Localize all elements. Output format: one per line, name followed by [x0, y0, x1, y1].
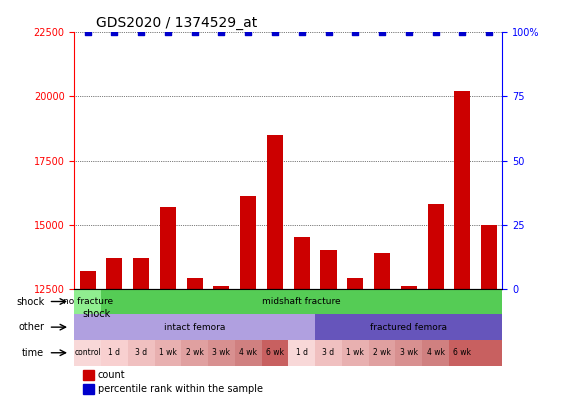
Text: GDS2020 / 1374529_at: GDS2020 / 1374529_at — [96, 16, 257, 30]
Text: no fracture: no fracture — [63, 297, 112, 306]
Bar — [428, 204, 444, 289]
Bar — [106, 258, 122, 289]
Point — [136, 29, 146, 36]
Point — [190, 29, 199, 36]
Point — [163, 29, 172, 36]
Bar — [74, 314, 315, 340]
Point — [271, 29, 280, 36]
Text: 6 wk: 6 wk — [453, 348, 471, 357]
Bar — [401, 286, 417, 289]
Text: 1 d: 1 d — [108, 348, 120, 357]
Point — [377, 29, 387, 36]
Text: percentile rank within the sample: percentile rank within the sample — [98, 384, 263, 394]
Bar — [320, 250, 336, 289]
Bar — [128, 340, 155, 366]
Bar — [262, 340, 288, 366]
Bar — [74, 340, 101, 366]
Bar — [155, 340, 182, 366]
Text: count: count — [98, 370, 126, 380]
Text: 2 wk: 2 wk — [186, 348, 204, 357]
Point — [458, 29, 467, 36]
Text: 1 wk: 1 wk — [159, 348, 177, 357]
Text: midshaft fracture: midshaft fracture — [263, 297, 341, 306]
Bar — [288, 340, 315, 366]
Bar — [374, 253, 390, 289]
Bar — [133, 258, 149, 289]
Text: 3 wk: 3 wk — [212, 348, 231, 357]
Point — [485, 29, 494, 36]
Bar — [235, 340, 262, 366]
Text: 2 wk: 2 wk — [373, 348, 391, 357]
Text: fractured femora: fractured femora — [371, 323, 447, 332]
Text: other: other — [18, 322, 45, 332]
Bar — [422, 340, 449, 366]
Point — [244, 29, 253, 36]
Bar — [476, 340, 502, 366]
Bar — [293, 237, 309, 289]
Point — [404, 29, 413, 36]
Bar — [395, 340, 422, 366]
Text: 3 d: 3 d — [135, 348, 147, 357]
Bar — [208, 340, 235, 366]
Point — [83, 29, 92, 36]
Bar — [369, 340, 395, 366]
Text: 6 wk: 6 wk — [266, 348, 284, 357]
Point — [110, 29, 119, 36]
Text: 3 wk: 3 wk — [400, 348, 418, 357]
Text: 3 d: 3 d — [323, 348, 335, 357]
Text: 1 d: 1 d — [296, 348, 308, 357]
Bar — [315, 340, 342, 366]
Point — [217, 29, 226, 36]
Point — [351, 29, 360, 36]
Bar — [455, 92, 471, 289]
Text: 4 wk: 4 wk — [427, 348, 445, 357]
Text: 4 wk: 4 wk — [239, 348, 257, 357]
Text: control: control — [74, 348, 101, 357]
Bar — [160, 207, 176, 289]
Text: shock: shock — [16, 296, 45, 307]
Bar — [83, 370, 94, 379]
Text: shock: shock — [83, 309, 111, 319]
Text: intact femora: intact femora — [164, 323, 226, 332]
Text: time: time — [22, 348, 45, 358]
Bar — [342, 340, 369, 366]
Bar — [74, 289, 101, 314]
Bar — [267, 135, 283, 289]
Point — [431, 29, 440, 36]
Bar — [240, 196, 256, 289]
Point — [297, 29, 306, 36]
Bar — [315, 314, 502, 340]
Bar — [214, 286, 230, 289]
Text: 1 wk: 1 wk — [347, 348, 364, 357]
Bar — [101, 340, 128, 366]
Bar — [481, 225, 497, 289]
Bar — [79, 271, 96, 289]
Bar — [449, 340, 476, 366]
Bar — [182, 340, 208, 366]
Bar — [83, 384, 94, 394]
Bar — [187, 278, 203, 289]
Bar — [347, 278, 363, 289]
Point — [324, 29, 333, 36]
